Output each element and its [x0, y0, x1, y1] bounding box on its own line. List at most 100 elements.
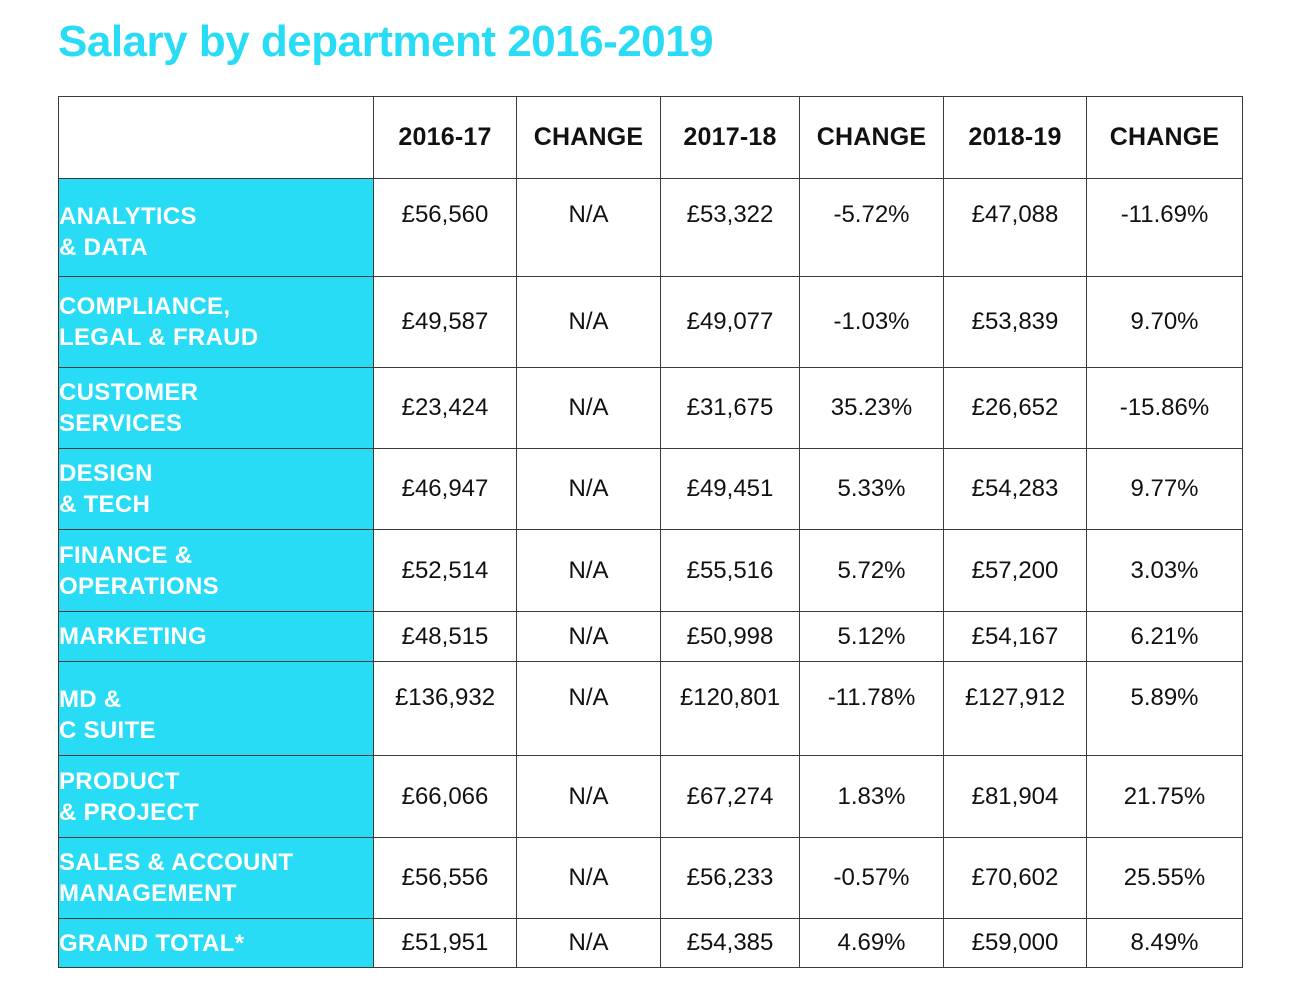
salary-2017-18-cell: £54,385: [660, 918, 800, 968]
salary-2017-18-cell: £53,322: [660, 178, 800, 277]
salary-2017-18-cell: £49,451: [660, 448, 800, 530]
change-2016-17-cell: N/A: [516, 837, 661, 919]
department-label-line: CUSTOMER: [59, 379, 199, 406]
salary-2017-18-cell: £50,998: [660, 611, 800, 662]
department-label-line: MARKETING: [59, 623, 208, 650]
department-label-line: & DATA: [59, 234, 148, 261]
change-2018-19-cell: 9.77%: [1086, 448, 1243, 530]
table-row: CUSTOMER SERVICES £23,424 N/A £31,675 35.23% £…: [58, 367, 1243, 449]
salary-2018-19-cell: £81,904: [943, 755, 1087, 838]
department-label: FINANCE & OPERATIONS: [58, 529, 374, 612]
department-label: COMPLIANCE, LEGAL & FRAUD: [58, 276, 374, 368]
table-row: COMPLIANCE, LEGAL & FRAUD £49,587 N/A £49,07…: [58, 276, 1243, 368]
department-label-line: MANAGEMENT: [59, 880, 237, 907]
table-row: MD & C SUITE £136,932 N/A £120,801 -11.78% £12…: [58, 661, 1243, 756]
table-row: GRAND TOTAL* £51,951 N/A £54,385 4.69% £59,00…: [58, 918, 1243, 968]
department-label: SALES & ACCOUNT MANAGEMENT: [58, 837, 374, 919]
change-2017-18-cell: -11.78%: [799, 661, 944, 756]
salary-2016-17-cell: £52,514: [373, 529, 517, 612]
salary-2018-19-cell: £54,167: [943, 611, 1087, 662]
table-row: MARKETING £48,515 N/A £50,998 5.12% £54,167 6.…: [58, 611, 1243, 662]
salary-2018-19-cell: £47,088: [943, 178, 1087, 277]
table-row: SALES & ACCOUNT MANAGEMENT £56,556 N/A £56,2…: [58, 837, 1243, 919]
department-label-line: GRAND TOTAL*: [59, 929, 245, 957]
change-2018-19-cell: 5.89%: [1086, 661, 1243, 756]
salary-2018-19-cell: £57,200: [943, 529, 1087, 612]
change-2018-19-cell: -11.69%: [1086, 178, 1243, 277]
department-label-line: SERVICES: [59, 410, 183, 437]
salary-2017-18-cell: £49,077: [660, 276, 800, 368]
change-2016-17-cell: N/A: [516, 448, 661, 530]
change-2017-18-cell: 5.33%: [799, 448, 944, 530]
change-2017-18-cell: 1.83%: [799, 755, 944, 838]
salary-2017-18-cell: £55,516: [660, 529, 800, 612]
department-label: ANALYTICS & DATA: [58, 178, 374, 277]
change-2016-17-cell: N/A: [516, 276, 661, 368]
header-change-3: CHANGE: [1086, 96, 1243, 179]
change-2016-17-cell: N/A: [516, 661, 661, 756]
change-2016-17-cell: N/A: [516, 529, 661, 612]
department-label-line: LEGAL & FRAUD: [59, 324, 259, 351]
department-label-line: COMPLIANCE,: [59, 293, 231, 320]
change-2018-19-cell: -15.86%: [1086, 367, 1243, 449]
salary-2016-17-cell: £46,947: [373, 448, 517, 530]
table-row: ANALYTICS & DATA £56,560 N/A £53,322 -5.72% £4…: [58, 178, 1243, 277]
header-row: 2016-17 CHANGE 2017-18 CHANGE 2018-19 CH…: [58, 96, 1243, 179]
department-label-line: C SUITE: [59, 717, 156, 744]
change-2016-17-cell: N/A: [516, 178, 661, 277]
salary-2018-19-cell: £26,652: [943, 367, 1087, 449]
salary-2016-17-cell: £136,932: [373, 661, 517, 756]
change-2016-17-cell: N/A: [516, 367, 661, 449]
header-2018-19: 2018-19: [943, 96, 1087, 179]
change-2018-19-cell: 21.75%: [1086, 755, 1243, 838]
change-2018-19-cell: 6.21%: [1086, 611, 1243, 662]
department-label-line: DESIGN: [59, 460, 153, 487]
department-label: PRODUCT & PROJECT: [58, 755, 374, 838]
department-label-line: SALES & ACCOUNT: [59, 849, 294, 876]
header-change-2: CHANGE: [799, 96, 944, 179]
salary-2016-17-cell: £56,556: [373, 837, 517, 919]
salary-2018-19-cell: £54,283: [943, 448, 1087, 530]
header-2017-18: 2017-18: [660, 96, 800, 179]
change-2017-18-cell: 35.23%: [799, 367, 944, 449]
salary-2018-19-cell: £59,000: [943, 918, 1087, 968]
salary-2017-18-cell: £120,801: [660, 661, 800, 756]
department-label: MARKETING: [58, 611, 374, 662]
department-label: DESIGN & TECH: [58, 448, 374, 530]
department-label-line: ANALYTICS: [59, 203, 197, 230]
salary-2016-17-cell: £56,560: [373, 178, 517, 277]
department-label: GRAND TOTAL*: [58, 918, 374, 968]
change-2017-18-cell: 5.12%: [799, 611, 944, 662]
change-2016-17-cell: N/A: [516, 755, 661, 838]
salary-2016-17-cell: £51,951: [373, 918, 517, 968]
department-label-line: & TECH: [59, 491, 151, 518]
salary-2016-17-cell: £48,515: [373, 611, 517, 662]
change-2018-19-cell: 8.49%: [1086, 918, 1243, 968]
chart-title: Salary by department 2016-2019: [58, 17, 714, 66]
table-row: DESIGN & TECH £46,947 N/A £49,451 5.33% £54,28…: [58, 448, 1243, 530]
header-corner: [58, 96, 374, 179]
salary-table: 2016-17 CHANGE 2017-18 CHANGE 2018-19 CH…: [58, 96, 1243, 968]
department-label-line: FINANCE &: [59, 541, 193, 569]
department-label: MD & C SUITE: [58, 661, 374, 756]
department-label-line: MD &: [59, 686, 122, 713]
table-row: FINANCE & OPERATIONS £52,514 N/A £55,516 5.72…: [58, 529, 1243, 612]
salary-2018-19-cell: £53,839: [943, 276, 1087, 368]
change-2017-18-cell: 4.69%: [799, 918, 944, 968]
header-2016-17: 2016-17: [373, 96, 517, 179]
salary-2018-19-cell: £70,602: [943, 837, 1087, 919]
table-body: ANALYTICS & DATA £56,560 N/A £53,322 -5.72% £4…: [58, 178, 1243, 968]
department-label-line: OPERATIONS: [59, 572, 219, 600]
change-2016-17-cell: N/A: [516, 918, 661, 968]
change-2018-19-cell: 9.70%: [1086, 276, 1243, 368]
salary-2017-18-cell: £31,675: [660, 367, 800, 449]
change-2018-19-cell: 3.03%: [1086, 529, 1243, 612]
department-label: CUSTOMER SERVICES: [58, 367, 374, 449]
header-change-1: CHANGE: [516, 96, 661, 179]
salary-2016-17-cell: £23,424: [373, 367, 517, 449]
change-2017-18-cell: -0.57%: [799, 837, 944, 919]
salary-2017-18-cell: £67,274: [660, 755, 800, 838]
change-2016-17-cell: N/A: [516, 611, 661, 662]
change-2017-18-cell: 5.72%: [799, 529, 944, 612]
salary-2016-17-cell: £49,587: [373, 276, 517, 368]
